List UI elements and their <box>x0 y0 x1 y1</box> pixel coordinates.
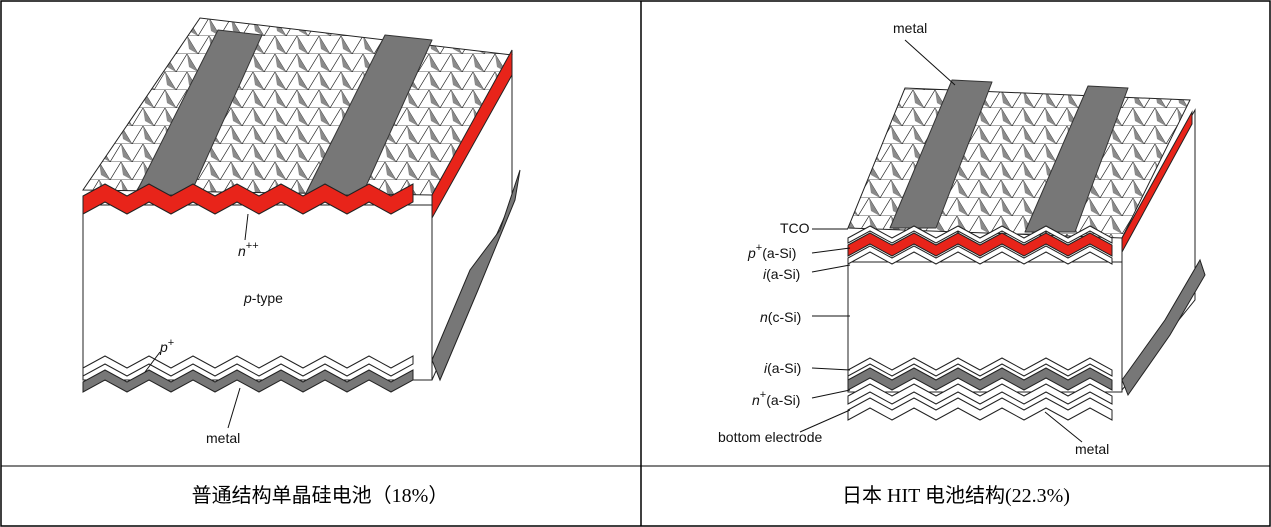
body: {"left": {"labels": {"n_plus": ["n", "++… <box>0 0 1271 527</box>
caption-right: 日本 HIT 电池结构(22.3%) <box>842 484 1070 507</box>
leader <box>812 368 850 370</box>
label-metal-bottom: metal <box>1075 441 1109 457</box>
label-p-asi: p+(a-Si) <box>747 242 796 261</box>
label-n-csi: n(c-Si) <box>760 309 801 325</box>
leader <box>812 390 850 398</box>
page: body { margin: 0; width: 1271px; height:… <box>0 0 1271 527</box>
leader <box>800 410 850 432</box>
leader <box>812 248 850 253</box>
label-metal-top: metal <box>893 20 927 36</box>
table: n++ p-type p+ metal metal TCO p+(a-Si) i… <box>0 0 1271 527</box>
leader <box>812 265 850 272</box>
label-i-asi-top: i(a-Si) <box>763 266 800 282</box>
label-n-asi: n+(a-Si) <box>752 389 800 408</box>
label-tco: TCO <box>780 220 810 236</box>
caption-left: 普通结构单晶硅电池（18%） <box>192 484 449 507</box>
leader <box>228 388 240 428</box>
label-metal: metal <box>206 430 240 446</box>
label-p-type: p-type <box>243 290 283 306</box>
label-bottom-electrode: bottom electrode <box>718 429 822 445</box>
leader <box>905 40 955 85</box>
diagrams <box>83 18 1205 420</box>
label-i-asi-bottom: i(a-Si) <box>764 360 801 376</box>
